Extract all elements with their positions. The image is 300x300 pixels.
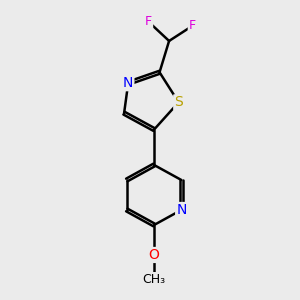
Text: N: N [123,76,134,90]
Text: O: O [149,248,160,262]
Text: S: S [174,95,183,109]
Text: F: F [189,20,196,32]
Text: F: F [145,15,152,28]
Text: CH₃: CH₃ [142,273,166,286]
Text: N: N [176,203,187,217]
